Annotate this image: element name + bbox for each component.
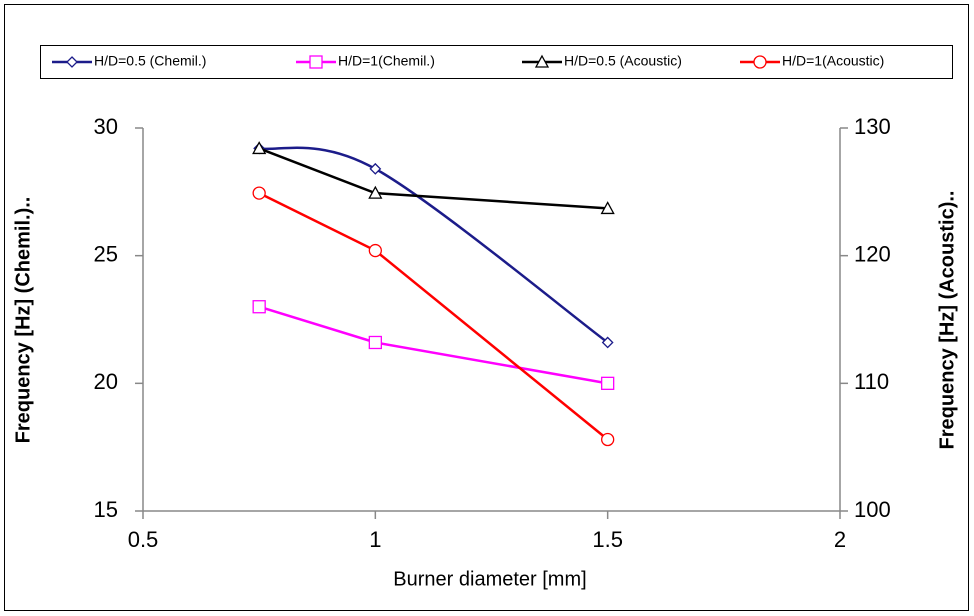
legend-label: H/D=0.5 (Chemil.) (94, 53, 206, 69)
y-tick-label: 30 (94, 114, 118, 139)
legend-marker (534, 54, 550, 68)
x-tick-label: 0.5 (128, 527, 159, 552)
marker (369, 162, 382, 175)
y2-tick-label: 120 (854, 241, 891, 266)
legend-marker (66, 56, 78, 68)
y-tick-label: 25 (94, 241, 118, 266)
x-tick-label: 2 (834, 527, 846, 552)
chart-border (4, 4, 969, 611)
series-line (258, 146, 609, 344)
legend-label: H/D=1(Chemil.) (338, 53, 435, 69)
x-axis-label: Burner diameter [mm] (393, 568, 586, 590)
marker (601, 376, 615, 390)
y2-tick-label: 110 (854, 369, 889, 394)
x-tick-label: 1 (369, 527, 381, 552)
legend-marker (753, 55, 767, 69)
marker (600, 201, 615, 215)
marker (368, 243, 382, 258)
y2-axis-label: Frequency [Hz] (Acoustic).. (936, 191, 958, 450)
legend-box (40, 45, 953, 79)
legend-label: H/D=1(Acoustic) (782, 53, 884, 69)
y2-tick-label: 130 (854, 114, 891, 139)
y-tick-label: 15 (94, 497, 118, 522)
y-axis-label: Frequency [Hz] (Chemil.).. (12, 197, 34, 444)
marker (252, 186, 266, 200)
y-tick-label: 20 (94, 369, 118, 394)
legend-marker (309, 55, 323, 69)
marker (368, 185, 383, 199)
marker (368, 335, 382, 350)
marker (601, 432, 615, 447)
marker (252, 300, 266, 314)
marker (601, 336, 614, 349)
marker (252, 141, 267, 155)
legend-label: H/D=0.5 (Acoustic) (564, 53, 682, 69)
y2-tick-label: 100 (854, 497, 891, 522)
x-tick-label: 1.5 (592, 527, 623, 552)
